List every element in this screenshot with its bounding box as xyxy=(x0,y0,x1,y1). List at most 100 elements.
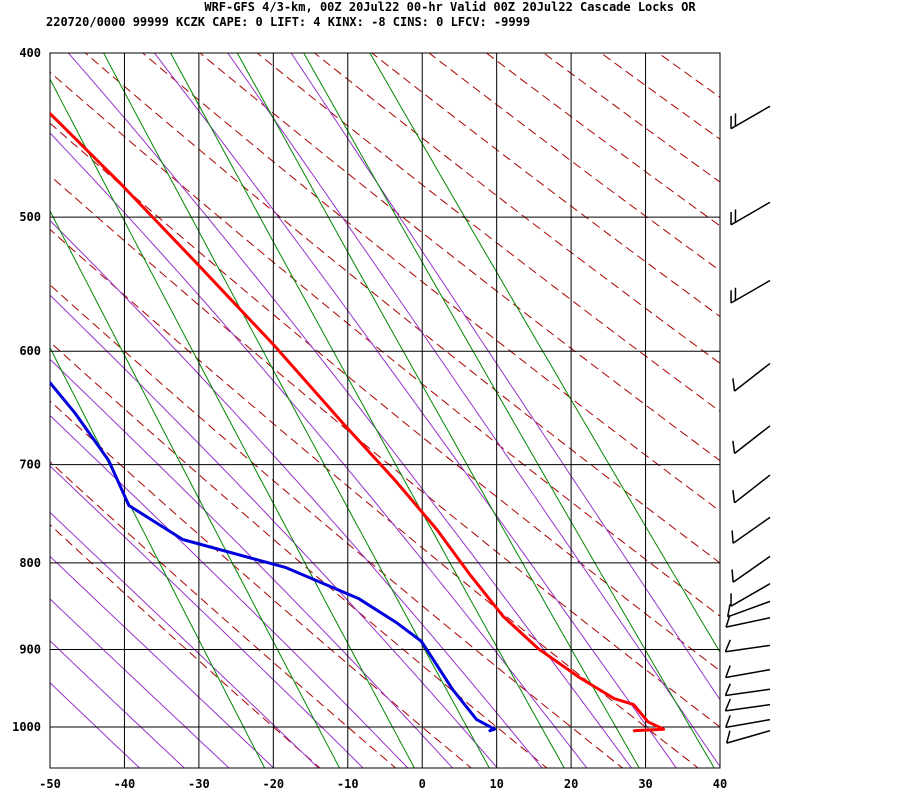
dewpoint-profile xyxy=(50,380,497,733)
temperature-profile xyxy=(50,111,666,733)
mixing-ratio-line xyxy=(50,346,266,768)
moist-adiabat xyxy=(50,414,409,768)
sounding-series xyxy=(50,111,666,733)
plot-frame xyxy=(49,52,721,769)
barb-feather xyxy=(731,569,734,583)
x-tick-label: -40 xyxy=(114,777,136,791)
y-tick-label: 700 xyxy=(19,458,41,472)
barb-feather xyxy=(724,683,731,696)
x-tick-label: 30 xyxy=(638,777,652,791)
background-lines xyxy=(50,34,900,770)
barb-staff xyxy=(726,729,771,744)
wind-barb xyxy=(732,362,771,392)
mixing-ratio-line xyxy=(369,53,720,654)
dry-adiabat xyxy=(256,53,720,413)
dry-adiabat xyxy=(428,53,720,272)
barb-staff xyxy=(732,516,771,544)
mixing-ratio-line xyxy=(236,53,640,768)
barb-staff xyxy=(730,201,771,226)
barb-feather xyxy=(724,665,731,678)
barb-staff xyxy=(730,583,771,607)
dry-adiabat xyxy=(84,53,720,564)
y-tick-label: 1000 xyxy=(12,720,41,734)
dry-adiabat xyxy=(803,34,900,770)
barb-feather xyxy=(724,698,731,712)
moist-adiabat xyxy=(50,640,186,768)
barb-staff xyxy=(730,105,771,130)
mixing-ratio-line xyxy=(50,209,341,768)
y-tick-label: 600 xyxy=(19,344,41,358)
moist-adiabat xyxy=(50,682,141,768)
x-axis-ticks: -50 -40 -30 -20 -10 0 10 20 30 40 xyxy=(39,777,727,791)
barb-staff xyxy=(725,703,771,712)
moist-adiabat xyxy=(50,598,230,768)
wind-barb xyxy=(731,516,771,544)
barb-feather xyxy=(725,730,731,744)
barb-staff xyxy=(725,668,771,679)
x-tick-label: 0 xyxy=(419,777,426,791)
barb-feather xyxy=(731,530,734,544)
dry-adiabat xyxy=(50,284,624,768)
barb-feather xyxy=(732,378,736,392)
dry-adiabat xyxy=(746,34,900,770)
moist-adiabat xyxy=(50,358,454,768)
barb-staff xyxy=(725,688,771,697)
dry-adiabat xyxy=(141,53,720,512)
dry-adiabat xyxy=(199,53,720,462)
x-tick-label: -50 xyxy=(39,777,61,791)
moist-adiabat xyxy=(50,132,588,768)
barb-staff xyxy=(734,425,771,455)
y-axis-ticks: 400 500 600 700 800 900 1000 xyxy=(12,46,41,734)
moist-adiabat xyxy=(50,465,364,768)
y-tick-label: 400 xyxy=(19,46,41,60)
mixing-ratio-line xyxy=(303,53,715,768)
moist-adiabat xyxy=(50,511,320,768)
moist-adiabat xyxy=(50,219,543,768)
wind-barb xyxy=(725,614,771,628)
dry-adiabat xyxy=(50,71,720,617)
wind-barb xyxy=(731,555,771,583)
barb-feather xyxy=(732,440,736,454)
y-tick-label: 900 xyxy=(19,642,41,656)
dry-adiabat xyxy=(371,53,720,318)
dry-adiabat xyxy=(50,228,699,768)
mixing-ratio-line xyxy=(170,53,565,768)
barb-staff xyxy=(725,718,771,729)
moist-adiabat xyxy=(290,53,720,701)
mixing-ratio-line xyxy=(50,78,415,768)
dry-adiabat xyxy=(50,174,720,728)
barb-staff xyxy=(725,644,771,653)
dry-adiabat xyxy=(313,53,720,365)
wind-barb xyxy=(724,698,771,712)
dry-adiabat xyxy=(485,53,720,227)
wind-barb xyxy=(732,474,771,504)
x-tick-label: 10 xyxy=(489,777,503,791)
moist-adiabat xyxy=(50,294,498,768)
barb-staff xyxy=(727,600,771,618)
wind-barb xyxy=(730,583,771,607)
chart-title: WRF-GFS 4/3-km, 00Z 20Jul22 00-hr Valid … xyxy=(204,0,696,14)
barb-staff xyxy=(725,617,771,628)
wind-barb xyxy=(730,279,771,304)
dry-adiabat xyxy=(50,122,720,672)
wind-barb xyxy=(724,715,771,729)
x-tick-label: -30 xyxy=(188,777,210,791)
moist-adiabat xyxy=(227,53,720,768)
mixing-ratio-line xyxy=(103,53,490,768)
barb-feather xyxy=(726,604,731,617)
x-tick-label: -10 xyxy=(337,777,359,791)
moist-adiabat xyxy=(50,555,275,768)
grid xyxy=(49,52,721,769)
dry-adiabat xyxy=(600,53,720,140)
chart-subtitle: 220720/0000 99999 KCZK CAPE: 0 LIFT: 4 K… xyxy=(46,15,530,29)
dry-adiabat xyxy=(714,53,720,57)
barb-staff xyxy=(734,362,771,392)
x-tick-label: -20 xyxy=(262,777,284,791)
moist-adiabat xyxy=(153,53,677,768)
wind-barb xyxy=(725,729,771,744)
barb-staff xyxy=(732,555,771,583)
barb-feather xyxy=(724,715,731,728)
barb-staff xyxy=(734,474,771,504)
wind-barbs xyxy=(724,105,771,744)
